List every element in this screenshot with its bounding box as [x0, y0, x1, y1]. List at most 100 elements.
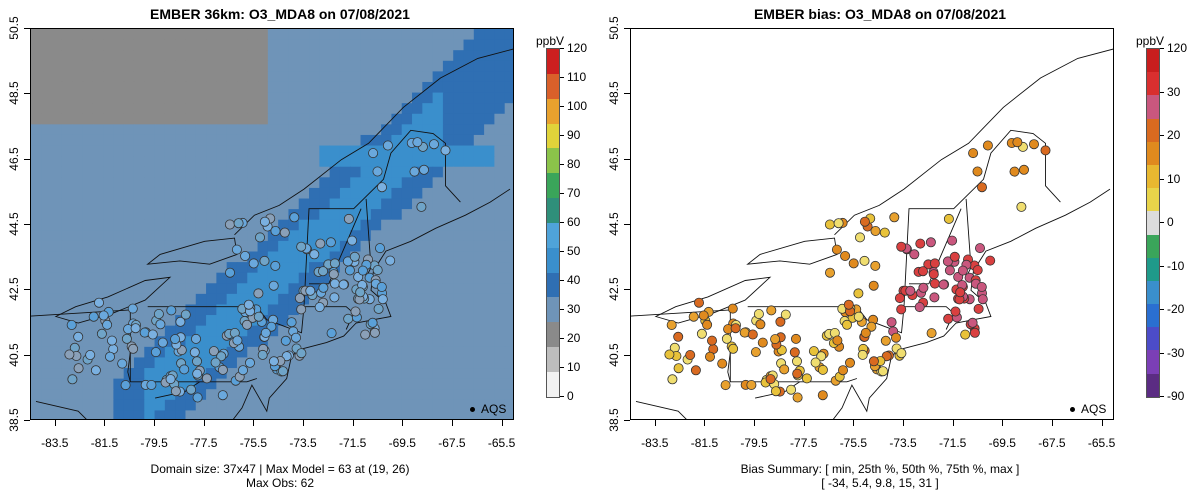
grid-cell: [339, 50, 351, 62]
grid-cell: [236, 29, 248, 41]
grid-cell: [257, 187, 269, 200]
grid-cell: [278, 293, 290, 306]
grid-cell: [339, 368, 351, 380]
aqs-site: [915, 238, 926, 249]
grid-cell: [494, 378, 506, 390]
grid-cell: [494, 262, 506, 274]
grid-cell: [381, 81, 393, 94]
colorbar-label: 90: [567, 128, 581, 142]
grid-cell: [226, 166, 238, 178]
grid-cell: [504, 81, 513, 94]
grid-cell: [51, 50, 63, 62]
grid-cell: [185, 156, 197, 168]
grid-cell: [216, 29, 228, 41]
grid-cell: [51, 156, 63, 168]
grid-cell: [401, 29, 413, 41]
grid-cell: [494, 251, 506, 263]
grid-cell: [61, 113, 73, 125]
aqs-site: [369, 327, 380, 338]
colorbar-tick: [560, 309, 564, 310]
grid-cell: [484, 29, 496, 41]
grid-cell: [41, 357, 53, 369]
grid-cell: [41, 187, 53, 200]
grid-cell: [175, 262, 187, 274]
grid-cell: [82, 177, 94, 189]
grid-cell: [350, 357, 362, 369]
grid-cell: [401, 39, 413, 51]
grid-cell: [92, 357, 104, 369]
grid-cell: [463, 92, 475, 104]
aqs-site: [360, 329, 371, 340]
grid-cell: [298, 39, 310, 51]
grid-cell: [391, 209, 403, 221]
grid-cell: [422, 187, 434, 200]
grid-cell: [226, 92, 238, 104]
aqs-site: [192, 368, 203, 379]
grid-cell: [185, 357, 197, 369]
aqs-site: [947, 235, 958, 246]
grid-cell: [309, 304, 320, 316]
grid-cell: [206, 304, 217, 316]
aqs-site: [67, 374, 78, 385]
grid-cell: [195, 283, 207, 295]
grid-cell: [329, 39, 341, 51]
grid-cell: [329, 50, 341, 62]
grid-cell: [453, 156, 465, 168]
grid-cell: [463, 156, 475, 168]
grid-cell: [51, 145, 63, 157]
grid-cell: [453, 283, 465, 295]
grid-cell: [504, 315, 513, 327]
aqs-site: [870, 260, 881, 271]
grid-cell: [123, 92, 135, 104]
aqs-site: [960, 329, 971, 340]
aqs-site: [832, 335, 843, 346]
grid-cell: [442, 346, 454, 359]
grid-cell: [339, 177, 351, 189]
grid-cell: [206, 113, 217, 125]
grid-cell: [329, 166, 341, 178]
grid-cell: [391, 389, 403, 401]
grid-cell: [453, 177, 465, 189]
grid-cell: [82, 103, 94, 115]
grid-cell: [288, 251, 300, 263]
grid-cell: [463, 378, 475, 390]
grid-cell: [360, 357, 372, 369]
grid-cell: [41, 166, 53, 178]
grid-cell: [103, 60, 114, 72]
grid-cell: [195, 251, 207, 263]
colorbar-tick: [560, 222, 564, 223]
grid-cell: [494, 92, 506, 104]
grid-cell: [82, 389, 94, 401]
aqs-site: [157, 337, 168, 348]
grid-cell: [401, 71, 413, 83]
grid-cell: [360, 240, 372, 253]
y-tick: [624, 354, 630, 356]
grid-cell: [123, 399, 135, 411]
grid-cell: [31, 378, 42, 390]
grid-cell: [484, 187, 496, 200]
grid-cell: [226, 124, 238, 136]
grid-cell: [31, 272, 42, 284]
grid-cell: [31, 325, 42, 337]
grid-cell: [422, 410, 434, 419]
grid-cell: [463, 410, 475, 419]
grid-cell: [113, 410, 125, 419]
grid-cell: [154, 240, 166, 253]
grid-cell: [401, 325, 413, 337]
aqs-site: [918, 282, 929, 293]
grid-cell: [154, 187, 166, 200]
grid-cell: [432, 177, 444, 189]
grid-cell: [267, 410, 279, 419]
grid-cell: [206, 187, 217, 200]
grid-cell: [360, 378, 372, 390]
aqs-site: [673, 331, 684, 342]
grid-cell: [453, 336, 465, 348]
y-tick: [624, 224, 630, 225]
grid-cell: [422, 209, 434, 221]
grid-cell: [133, 368, 145, 380]
grid-cell: [360, 156, 372, 168]
grid-cell: [226, 198, 238, 210]
grid-cell: [422, 346, 434, 359]
grid-cell: [442, 240, 454, 253]
colorbar-segment: [1147, 257, 1159, 281]
